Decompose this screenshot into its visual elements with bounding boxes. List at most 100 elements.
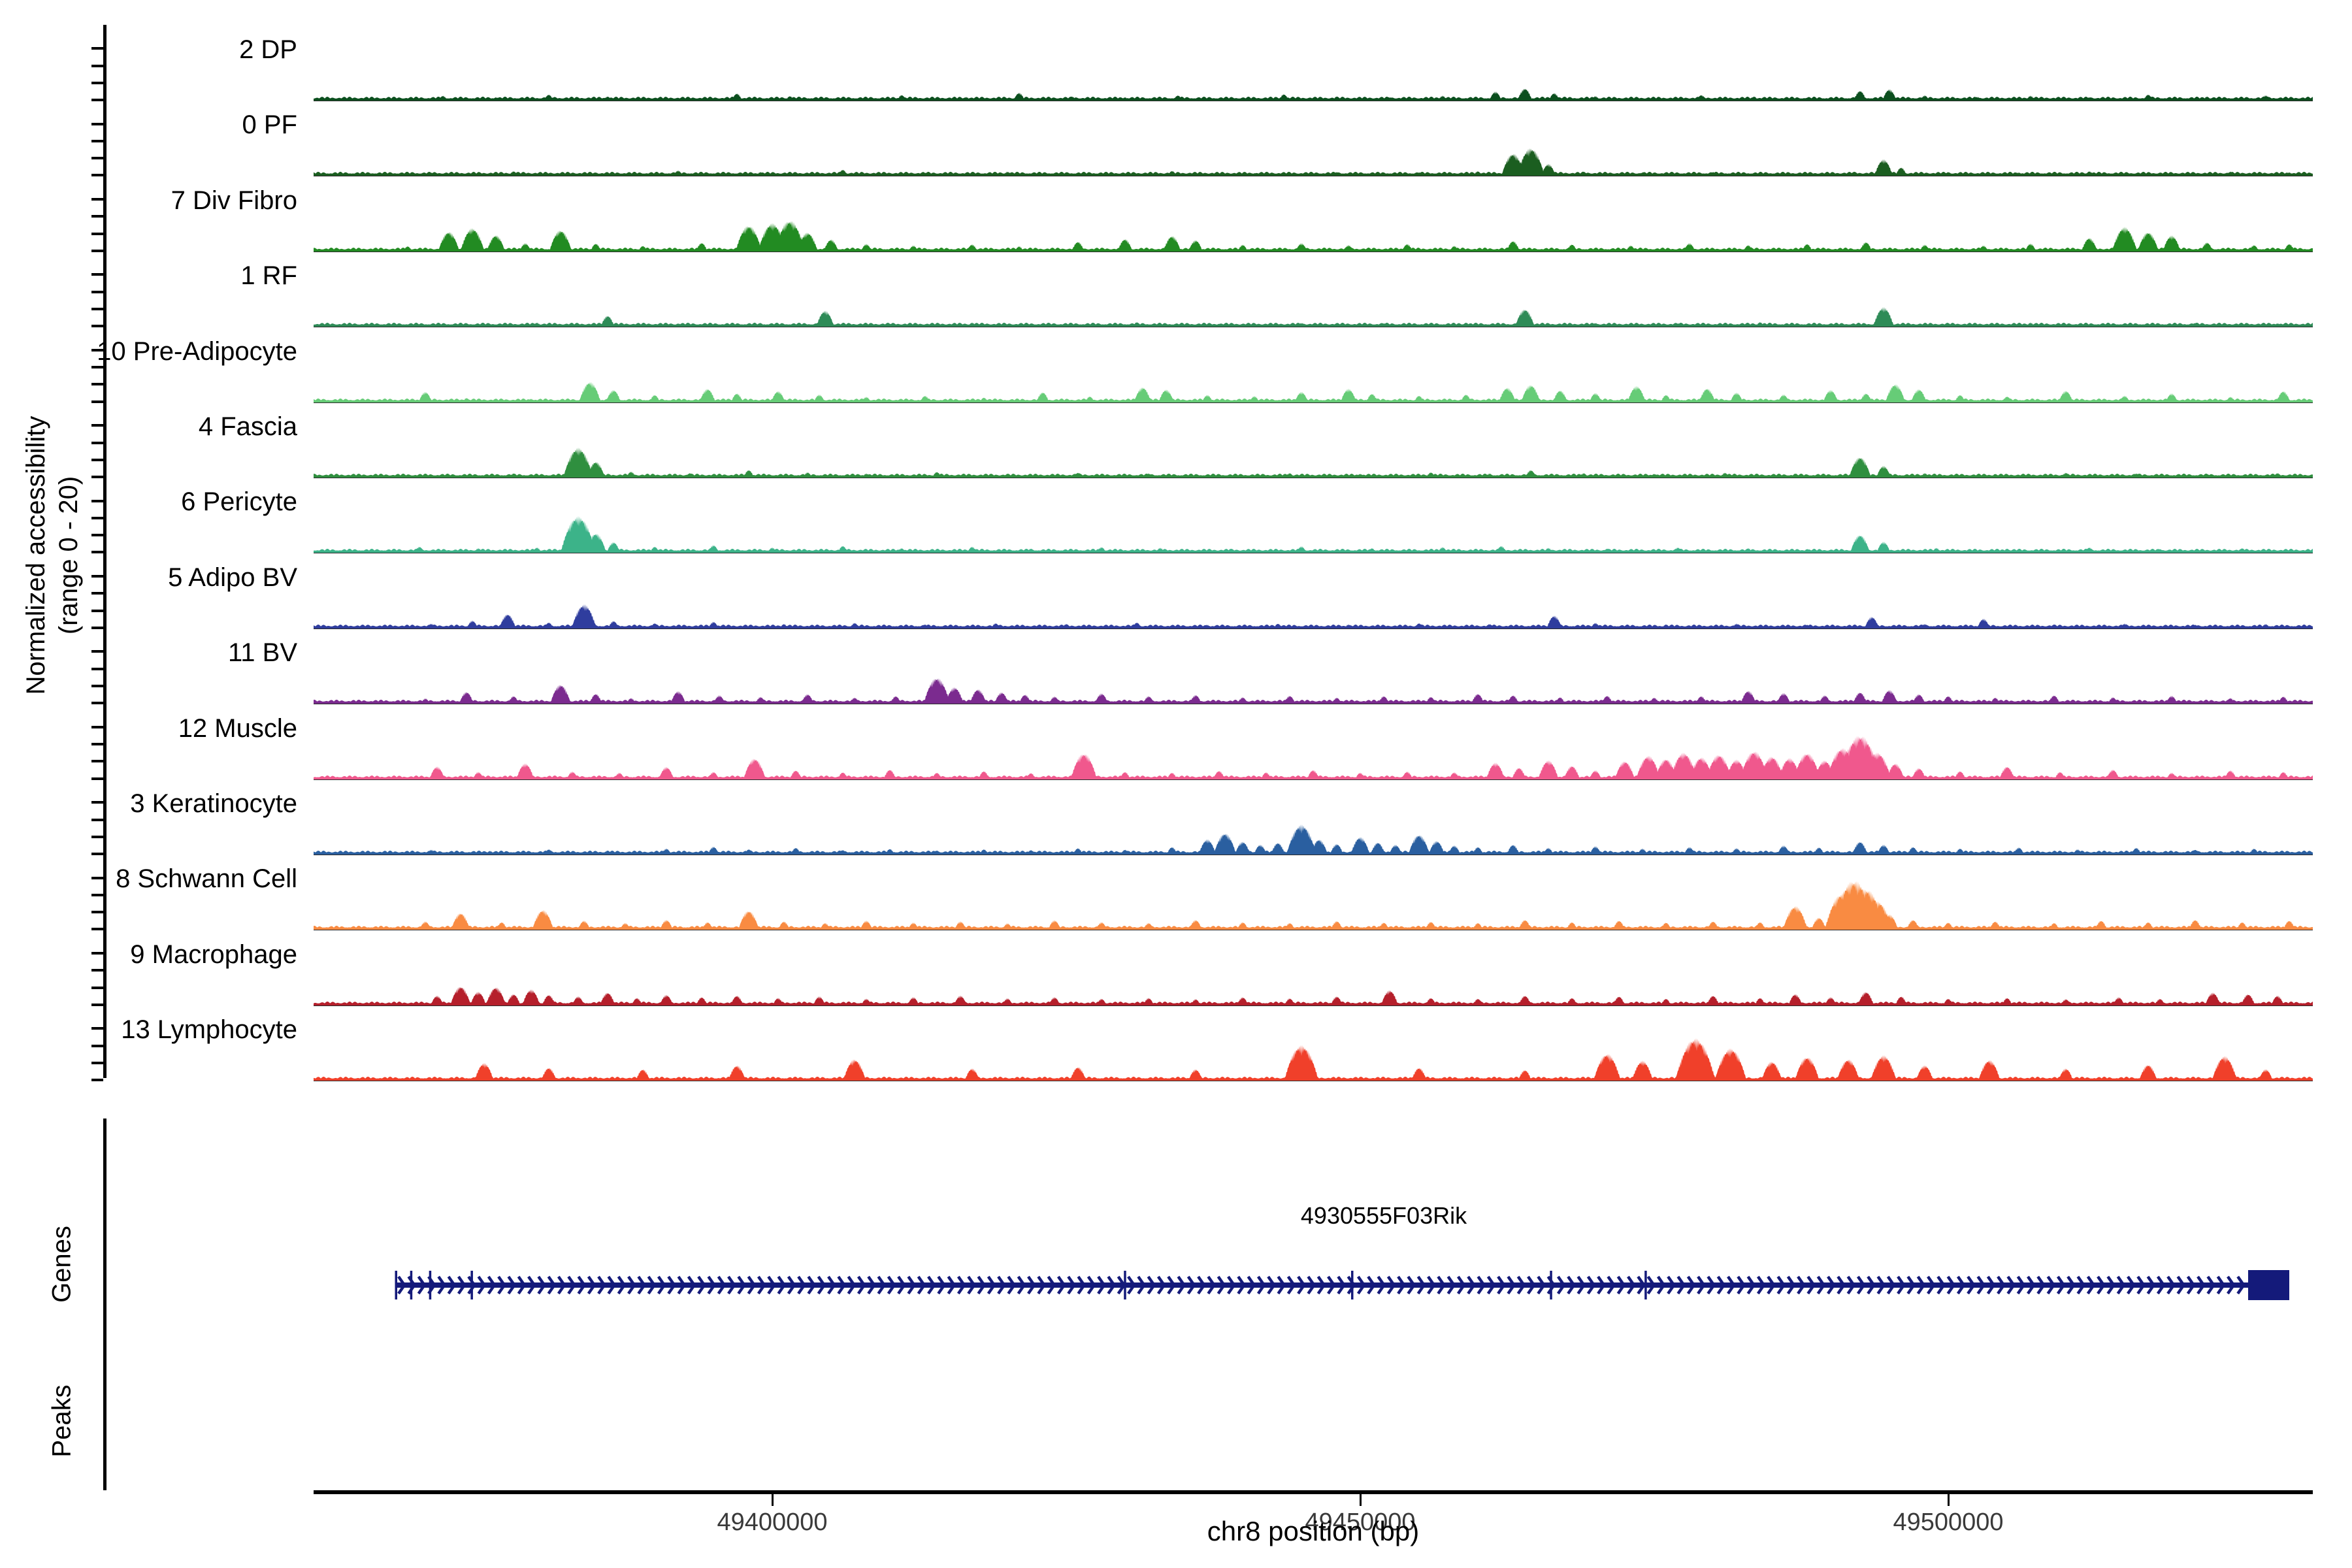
x-axis-tick-label: 49500000 <box>1893 1509 2004 1536</box>
track-baseline <box>314 100 2313 101</box>
y-axis-tick <box>91 743 103 746</box>
track-label-3-keratinocyte: 3 Keratinocyte <box>130 789 297 818</box>
y-axis-tick <box>91 366 103 369</box>
track-label-5-adipo-bv: 5 Adipo BV <box>168 563 297 592</box>
y-axis-tick <box>91 702 103 705</box>
y-axis-tick <box>91 458 103 461</box>
track-signal-7-div-fibro <box>314 221 2313 252</box>
track-signal-10-pre-adipocyte <box>314 382 2313 402</box>
y-axis-tick <box>91 725 103 728</box>
y-axis-tick <box>91 853 103 855</box>
y-axis-tick <box>91 760 103 763</box>
genes-axis-spine <box>103 1119 106 1409</box>
track-label-13-lymphocyte: 13 Lymphocyte <box>121 1015 297 1045</box>
track-signal-12-muscle <box>314 735 2313 779</box>
y-axis-tick <box>91 1079 103 1082</box>
track-baseline <box>314 778 2313 780</box>
track-label-7-div-fibro: 7 Div Fibro <box>171 186 297 215</box>
y-axis-tick <box>91 1003 103 1006</box>
y-axis-tick <box>91 1027 103 1030</box>
x-axis-tick <box>771 1494 774 1506</box>
y-axis-tick <box>91 551 103 554</box>
y-axis-tick <box>91 441 103 444</box>
y-axis-tick <box>91 876 103 879</box>
track-baseline <box>314 477 2313 478</box>
y-axis-tick <box>91 592 103 595</box>
y-axis-tick <box>91 1044 103 1047</box>
y-axis-tick <box>91 777 103 780</box>
gene-name-label: 4930555F03Rik <box>1300 1202 1467 1229</box>
y-axis-tick <box>91 516 103 519</box>
track-signal-13-lymphocyte <box>314 1038 2313 1081</box>
y-axis-tick <box>91 575 103 578</box>
track-baseline <box>314 1080 2313 1082</box>
y-axis-tick <box>91 667 103 670</box>
track-label-1-rf: 1 RF <box>240 261 297 291</box>
track-signal-1-rf <box>314 307 2313 327</box>
y-axis-tick <box>91 47 103 50</box>
track-label-12-muscle: 12 Muscle <box>178 713 297 743</box>
track-signal-11-bv <box>314 678 2313 704</box>
y-axis-spine <box>103 25 106 1078</box>
track-baseline <box>314 1004 2313 1006</box>
track-signal-3-keratinocyte <box>314 824 2313 855</box>
x-axis-tick-label: 49400000 <box>717 1509 828 1536</box>
track-signal-0-pf <box>314 148 2313 176</box>
y-axis-tick <box>91 139 103 142</box>
track-signal-6-pericyte <box>314 516 2313 553</box>
peaks-axis-spine <box>103 1351 106 1490</box>
y-axis-label: Normalized accessibility (range 0 - 20) <box>0 0 105 1111</box>
track-baseline <box>314 250 2313 252</box>
y-axis-tick <box>91 986 103 989</box>
y-axis-tick <box>91 157 103 160</box>
x-axis-tick-label: 49450000 <box>1305 1509 1416 1536</box>
peaks-panel-label: Peaks <box>26 1351 98 1490</box>
track-baseline <box>314 854 2313 855</box>
track-label-9-macrophage: 9 Macrophage <box>130 939 297 969</box>
y-axis-tick <box>91 348 103 351</box>
y-axis-tick <box>91 1061 103 1064</box>
y-axis-tick <box>91 534 103 537</box>
track-label-8-schwann-cell: 8 Schwann Cell <box>116 864 297 894</box>
y-axis-tick <box>91 198 103 201</box>
y-axis-tick <box>91 307 103 310</box>
y-axis-tick <box>91 684 103 687</box>
track-label-10-pre-adipocyte: 10 Pre-Adipocyte <box>97 336 297 366</box>
y-axis-tick <box>91 928 103 931</box>
track-baseline <box>314 401 2313 403</box>
y-axis-tick <box>91 232 103 235</box>
track-signal-5-adipo-bv <box>314 604 2313 629</box>
x-axis-tick <box>1947 1494 1950 1506</box>
y-axis-label-text: Normalized accessibility (range 0 - 20) <box>20 416 85 695</box>
y-axis-label-line1: Normalized accessibility <box>22 416 50 695</box>
y-axis-tick <box>91 273 103 276</box>
track-baseline <box>314 552 2313 554</box>
y-axis-tick <box>91 476 103 478</box>
y-axis-tick <box>91 818 103 821</box>
y-axis-tick <box>91 99 103 101</box>
track-signal-8-schwann-cell <box>314 881 2313 930</box>
y-axis-tick <box>91 249 103 252</box>
track-signal-2-dp <box>314 88 2313 101</box>
y-axis-label-line2: (range 0 - 20) <box>54 476 83 635</box>
track-baseline <box>314 326 2313 328</box>
y-axis-tick <box>91 609 103 612</box>
y-axis-tick <box>91 81 103 84</box>
track-signal-9-macrophage <box>314 987 2313 1005</box>
y-axis-tick <box>91 64 103 67</box>
y-axis-tick <box>91 911 103 914</box>
track-label-0-pf: 0 PF <box>242 110 297 140</box>
y-axis-tick <box>91 400 103 403</box>
track-baseline <box>314 929 2313 931</box>
y-axis-tick <box>91 383 103 386</box>
x-axis-title: chr8 position (bp) <box>1207 1516 1420 1546</box>
track-label-2-dp: 2 DP <box>239 35 297 64</box>
y-axis-tick <box>91 801 103 804</box>
track-label-11-bv: 11 BV <box>228 638 297 668</box>
gene-model-svg[interactable] <box>0 1262 2352 1308</box>
y-axis-tick <box>91 952 103 955</box>
x-axis-tick <box>1359 1494 1362 1506</box>
track-label-6-pericyte: 6 Pericyte <box>181 487 297 517</box>
y-axis-tick <box>91 325 103 328</box>
y-axis-tick <box>91 969 103 972</box>
